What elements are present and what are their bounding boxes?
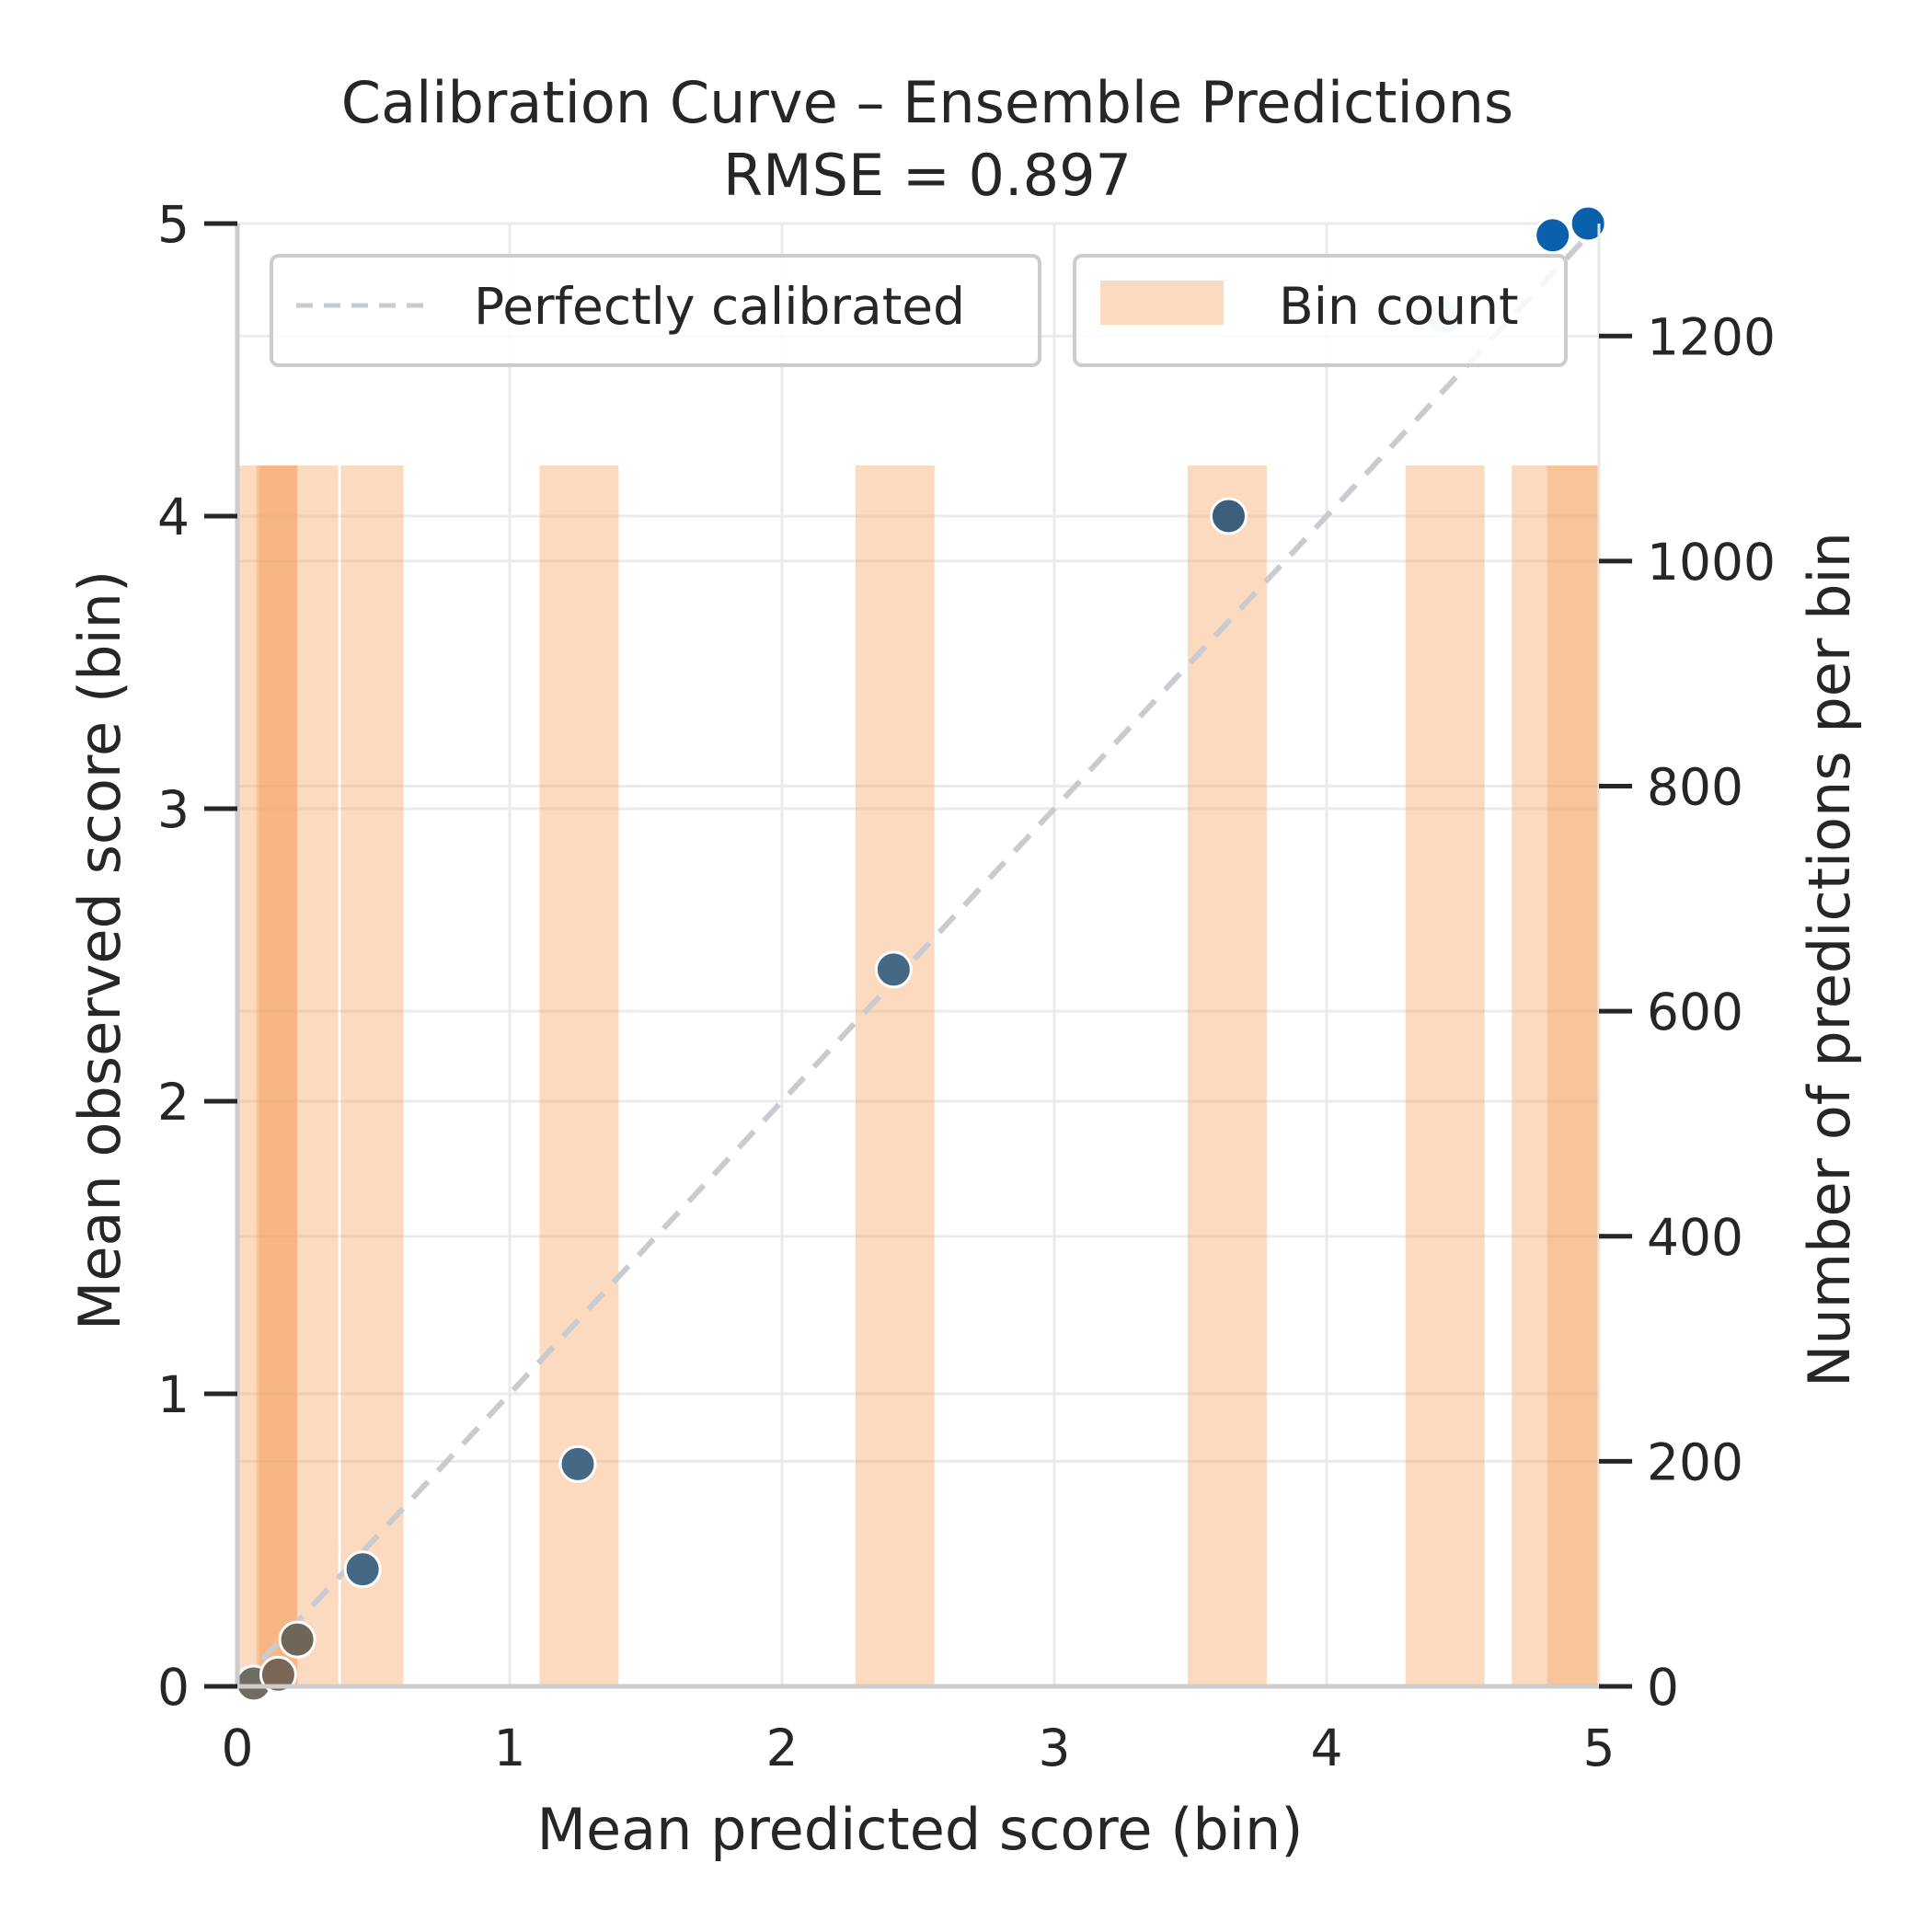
calibration-point <box>343 1550 382 1589</box>
bin-count-bar <box>1188 465 1267 1686</box>
bin-count-bar <box>256 465 298 1686</box>
y-tick-label: 5 <box>157 195 190 254</box>
x-axis-label: Mean predicted score (bin) <box>536 1796 1303 1863</box>
reference-line-layer <box>235 221 1602 1689</box>
y2-tick-label: 0 <box>1647 1658 1679 1717</box>
bin-count-bar <box>1405 465 1485 1686</box>
legend-box <box>270 254 1041 367</box>
legend-label-perfectly-calibrated: Perfectly calibrated <box>474 277 965 336</box>
y2-tick-label: 600 <box>1647 983 1743 1041</box>
y-tick-label: 0 <box>157 1658 190 1717</box>
y-tick-label: 3 <box>157 780 190 839</box>
legend-bin-count: Bin count <box>1073 254 1568 367</box>
bin-count-bar <box>318 465 339 1686</box>
y-tick-label: 1 <box>157 1365 190 1424</box>
x-tick-label: 4 <box>1311 1719 1343 1777</box>
calibration-points <box>235 204 1607 1703</box>
bin-count-bar <box>539 465 619 1686</box>
calibration-point <box>1209 497 1248 535</box>
y2-tick-label: 1000 <box>1647 533 1776 592</box>
chart-title: Calibration Curve – Ensemble Predictions <box>341 69 1513 136</box>
y2-tick-label: 1200 <box>1647 307 1776 366</box>
y-tick-label: 2 <box>157 1073 190 1132</box>
legend-label-bin-count: Bin count <box>1279 277 1519 336</box>
calibration-point <box>1569 204 1607 243</box>
y-axis-label: Mean observed score (bin) <box>66 570 133 1330</box>
bin-count-bar <box>855 465 935 1686</box>
perfect-calibration-line <box>235 221 1602 1689</box>
bin-count-bar <box>237 465 319 1686</box>
bin-count-bar <box>1547 465 1599 1686</box>
y-tick-label: 4 <box>157 488 190 546</box>
y2-tick-label: 200 <box>1647 1432 1743 1491</box>
legend-perfectly-calibrated: Perfectly calibrated <box>270 254 1041 367</box>
y2-tick-label: 400 <box>1647 1208 1743 1267</box>
calibration-point <box>558 1444 597 1483</box>
x-tick-label: 0 <box>222 1719 254 1777</box>
bin-count-bar <box>340 465 404 1686</box>
legend-box <box>1073 254 1568 367</box>
x-tick-label: 5 <box>1583 1719 1616 1777</box>
calibration-point <box>1534 216 1572 255</box>
y2-tick-label: 800 <box>1647 758 1743 817</box>
x-tick-label: 2 <box>766 1719 799 1777</box>
calibration-point <box>278 1620 316 1659</box>
x-tick-label: 3 <box>1039 1719 1071 1777</box>
x-tick-label: 1 <box>494 1719 526 1777</box>
legend-bar-swatch <box>1100 281 1224 325</box>
y2-axis-label: Number of predictions per bin <box>1796 532 1863 1387</box>
bin-count-bar <box>259 465 298 1686</box>
bin-count-bar <box>1512 465 1599 1686</box>
bin-count-bars <box>237 465 1599 1686</box>
calibration-point <box>874 950 913 989</box>
axes <box>235 224 1601 1689</box>
chart-subtitle: RMSE = 0.897 <box>723 142 1132 209</box>
calibration-point <box>259 1655 297 1694</box>
